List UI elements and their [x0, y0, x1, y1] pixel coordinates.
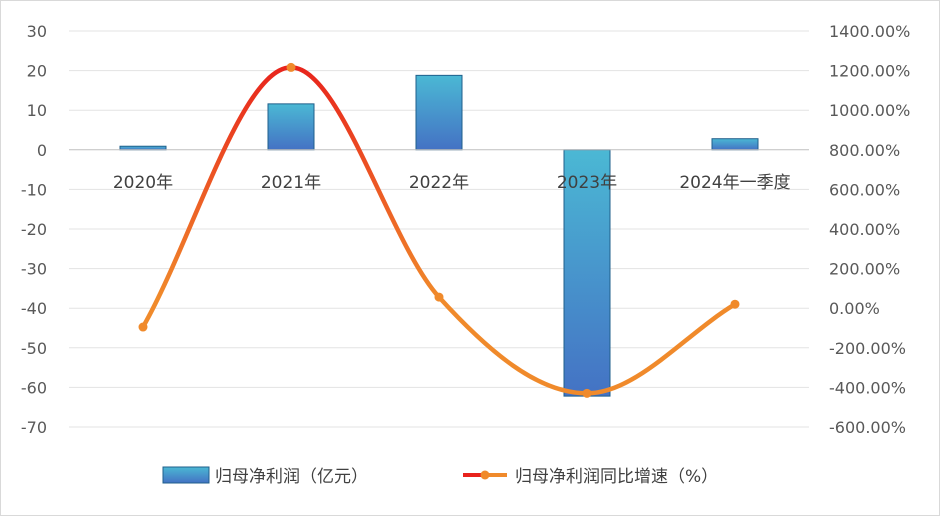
category-axis-labels: 2020年 2021年 2022年 2023年 2024年一季度 — [113, 173, 791, 193]
bar — [267, 103, 315, 151]
category-label: 2022年 — [409, 173, 469, 193]
bar-series — [69, 74, 809, 397]
left-y-axis: 30 20 10 0 -10 -20 -30 -40 -50 -60 -70 — [21, 22, 47, 437]
left-tick-label: 10 — [27, 101, 47, 120]
line-marker — [286, 62, 296, 72]
category-label: 2024年一季度 — [679, 173, 790, 193]
left-tick-label: -30 — [21, 260, 47, 279]
bar — [119, 145, 167, 151]
right-y-axis: 1400.00% 1200.00% 1000.00% 800.00% 600.00% 40… — [829, 22, 910, 437]
line-series — [138, 62, 740, 398]
bar — [415, 74, 463, 151]
right-tick-label: 600.00% — [829, 180, 900, 199]
right-tick-label: 200.00% — [829, 260, 900, 279]
legend-bar-swatch — [162, 466, 210, 484]
left-tick-label: -40 — [21, 299, 47, 318]
line-marker — [730, 299, 740, 309]
left-tick-label: -50 — [21, 339, 47, 358]
left-tick-label: -20 — [21, 220, 47, 239]
bar — [711, 138, 759, 151]
left-tick-label: -10 — [21, 180, 47, 199]
line-marker — [434, 292, 444, 302]
category-label: 2021年 — [261, 173, 321, 193]
left-tick-label: 20 — [27, 62, 47, 81]
right-tick-label: -200.00% — [829, 339, 906, 358]
right-tick-label: 400.00% — [829, 220, 900, 239]
right-tick-label: 800.00% — [829, 141, 900, 160]
category-label: 2020年 — [113, 173, 173, 193]
right-tick-label: -600.00% — [829, 418, 906, 437]
left-tick-label: 30 — [27, 22, 47, 41]
left-tick-label: -60 — [21, 378, 47, 397]
growth-line — [140, 65, 738, 396]
right-tick-label: 0.00% — [829, 299, 880, 318]
line-marker — [138, 322, 148, 332]
left-tick-label: 0 — [37, 141, 47, 160]
right-tick-label: 1000.00% — [829, 101, 910, 120]
line-marker — [582, 388, 592, 398]
legend-line-marker — [480, 470, 490, 480]
right-tick-label: 1200.00% — [829, 62, 910, 81]
legend-line-label: 归母净利润同比增速（%） — [515, 467, 718, 487]
legend-bar-label: 归母净利润（亿元） — [215, 467, 368, 487]
left-tick-label: -70 — [21, 418, 47, 437]
category-label: 2023年 — [557, 173, 617, 193]
gridlines — [69, 30, 809, 428]
right-tick-label: 1400.00% — [829, 22, 910, 41]
legend: 归母净利润（亿元） 归母净利润同比增速（%） — [162, 466, 718, 487]
right-tick-label: -400.00% — [829, 378, 906, 397]
